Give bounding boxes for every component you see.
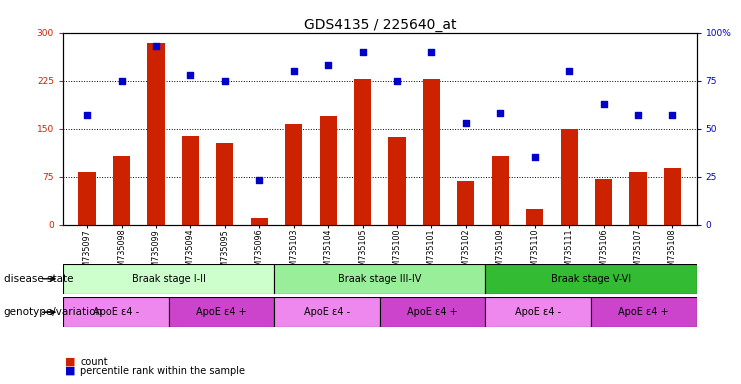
Point bbox=[460, 120, 472, 126]
Point bbox=[219, 78, 230, 84]
Text: ApoE ε4 -: ApoE ε4 - bbox=[93, 307, 139, 317]
Text: ApoE ε4 -: ApoE ε4 - bbox=[304, 307, 350, 317]
Bar bbox=[113, 156, 130, 225]
Bar bbox=[485, 297, 591, 327]
Point bbox=[253, 177, 265, 184]
Bar bbox=[485, 264, 697, 294]
Text: genotype/variation: genotype/variation bbox=[4, 307, 103, 317]
Bar bbox=[526, 209, 543, 225]
Bar bbox=[182, 136, 199, 225]
Bar bbox=[423, 79, 440, 225]
Title: GDS4135 / 225640_at: GDS4135 / 225640_at bbox=[304, 18, 456, 31]
Bar bbox=[319, 116, 336, 225]
Bar bbox=[169, 297, 274, 327]
Text: count: count bbox=[80, 357, 107, 367]
Bar bbox=[664, 168, 681, 225]
Point bbox=[288, 68, 299, 74]
Bar bbox=[354, 79, 371, 225]
Point bbox=[356, 49, 368, 55]
Text: Braak stage V-VI: Braak stage V-VI bbox=[551, 274, 631, 284]
Point bbox=[666, 112, 678, 118]
Bar bbox=[595, 179, 612, 225]
Text: ■: ■ bbox=[65, 366, 76, 376]
Text: ■: ■ bbox=[65, 357, 76, 367]
Bar bbox=[274, 297, 380, 327]
Point bbox=[116, 78, 127, 84]
Text: ApoE ε4 +: ApoE ε4 + bbox=[619, 307, 669, 317]
Point bbox=[150, 43, 162, 49]
Point bbox=[391, 78, 403, 84]
Bar bbox=[274, 264, 485, 294]
Bar bbox=[216, 143, 233, 225]
Text: disease state: disease state bbox=[4, 274, 73, 284]
Bar bbox=[147, 43, 165, 225]
Text: percentile rank within the sample: percentile rank within the sample bbox=[80, 366, 245, 376]
Text: Braak stage I-II: Braak stage I-II bbox=[132, 274, 205, 284]
Bar bbox=[79, 172, 96, 225]
Bar bbox=[591, 297, 697, 327]
Text: ApoE ε4 +: ApoE ε4 + bbox=[196, 307, 247, 317]
Bar bbox=[63, 264, 274, 294]
Text: ApoE ε4 -: ApoE ε4 - bbox=[515, 307, 561, 317]
Point bbox=[632, 112, 644, 118]
Bar bbox=[250, 218, 268, 225]
Bar bbox=[285, 124, 302, 225]
Point bbox=[598, 101, 610, 107]
Bar bbox=[629, 172, 647, 225]
Point bbox=[529, 154, 541, 161]
Point bbox=[322, 62, 334, 68]
Point bbox=[82, 112, 93, 118]
Point bbox=[185, 72, 196, 78]
Bar bbox=[388, 137, 405, 225]
Bar bbox=[63, 297, 169, 327]
Point bbox=[563, 68, 575, 74]
Text: Braak stage III-IV: Braak stage III-IV bbox=[338, 274, 422, 284]
Bar bbox=[457, 181, 474, 225]
Point bbox=[425, 49, 437, 55]
Bar bbox=[560, 129, 578, 225]
Text: ApoE ε4 +: ApoE ε4 + bbox=[408, 307, 458, 317]
Point bbox=[494, 110, 506, 116]
Bar bbox=[379, 297, 485, 327]
Bar bbox=[492, 156, 509, 225]
